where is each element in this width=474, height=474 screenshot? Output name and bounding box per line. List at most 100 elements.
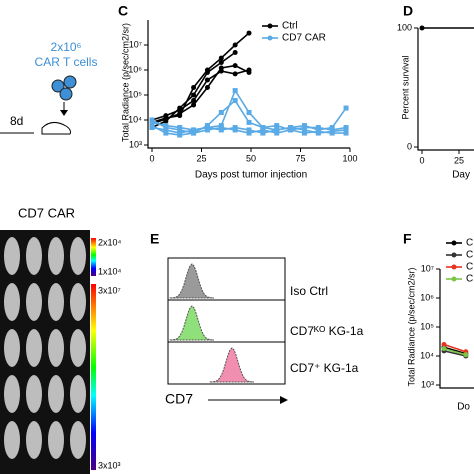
legend-label: CD <box>466 262 474 273</box>
point <box>204 69 210 75</box>
point <box>315 128 321 134</box>
y-tick-label: 10⁴ <box>128 114 142 124</box>
imaging-title: CD7 CAR <box>18 205 75 220</box>
mouse <box>26 329 42 367</box>
point <box>204 84 210 90</box>
y-tick-label: 10³ <box>421 379 434 389</box>
histogram <box>169 263 215 299</box>
dose: 2x10⁶ <box>51 40 82 54</box>
point <box>260 130 266 136</box>
x-tick-label: 0 <box>149 153 154 163</box>
point <box>232 42 238 48</box>
mouse <box>26 421 42 459</box>
point <box>163 116 169 122</box>
series-line <box>443 347 467 356</box>
point <box>246 30 252 36</box>
legend-marker <box>267 35 273 41</box>
point <box>177 107 183 113</box>
legend-marker <box>451 252 457 258</box>
histogram <box>169 305 215 341</box>
point <box>232 88 238 94</box>
point <box>246 127 252 133</box>
point <box>246 69 252 75</box>
series-line <box>443 343 467 353</box>
point <box>232 50 238 56</box>
y-axis-label: Total Radiance (p/sec/cm2/sr) <box>406 267 416 386</box>
y-axis-label: Total Radiance (p/sec/cm2/sr) <box>120 23 130 142</box>
point <box>218 125 224 131</box>
point <box>191 127 197 133</box>
mouse <box>4 329 20 367</box>
legend-label: CD <box>466 250 474 261</box>
y-tick-label: 10⁷ <box>421 263 434 273</box>
y-tick-label: 10⁵ <box>420 321 434 331</box>
point <box>260 127 266 133</box>
point <box>218 109 224 115</box>
point <box>441 346 447 352</box>
colorbar <box>91 284 96 470</box>
x-tick-label: 50 <box>246 153 256 163</box>
point <box>204 127 210 133</box>
point <box>329 130 335 136</box>
point <box>149 117 155 123</box>
mouse <box>48 283 64 321</box>
point <box>343 105 349 111</box>
y-tick-label: 10⁶ <box>420 292 434 302</box>
mouse <box>70 421 86 459</box>
axes <box>147 20 350 149</box>
series-line <box>443 350 467 357</box>
point <box>419 25 425 31</box>
mouse <box>48 237 64 275</box>
x-tick-label: 0 <box>419 155 424 165</box>
cells-icon <box>41 75 77 135</box>
x-axis-label: Days post tumor injection <box>195 170 307 181</box>
legend-marker <box>267 23 273 29</box>
point <box>463 352 469 358</box>
series-line <box>443 346 467 355</box>
point <box>218 59 224 65</box>
legend-marker <box>451 276 457 282</box>
panel-label: F <box>403 231 412 247</box>
point <box>232 71 238 77</box>
y-tick-label: 10⁷ <box>129 39 142 49</box>
point <box>329 127 335 133</box>
point <box>274 127 280 133</box>
y-tick-label: 10⁶ <box>128 64 142 74</box>
point <box>191 102 197 108</box>
mouse <box>48 375 64 413</box>
mouse <box>4 237 20 275</box>
mice <box>4 237 86 459</box>
sample-label: Iso Ctrl <box>290 284 328 298</box>
legend-marker <box>451 240 457 246</box>
x-axis-label: Do <box>457 402 470 413</box>
sample-label: CD7⁺ KG-1a <box>290 361 359 375</box>
point <box>177 132 183 138</box>
point <box>191 130 197 136</box>
legend-marker <box>451 264 457 270</box>
mouse <box>4 283 20 321</box>
x-tick-label: 75 <box>295 153 305 163</box>
cells-label: CAR T cells <box>35 55 98 69</box>
mouse <box>4 375 20 413</box>
scale-label: 1x10⁴ <box>98 266 122 276</box>
x-tick-label: 25 <box>196 153 206 163</box>
point <box>177 111 183 117</box>
mouse <box>48 421 64 459</box>
point <box>343 130 349 136</box>
y-tick-label: 10⁵ <box>128 89 142 99</box>
point <box>232 98 238 104</box>
sample-label: CD7ᴷᴼ KG-1a <box>290 324 364 338</box>
point <box>218 55 224 61</box>
point <box>301 130 307 136</box>
point <box>204 77 210 83</box>
mouse <box>70 237 86 275</box>
days-label: 8d <box>10 114 23 128</box>
point <box>288 127 294 133</box>
point <box>301 125 307 131</box>
mouse <box>70 375 86 413</box>
point <box>218 65 224 71</box>
y-axis-label: Percent survival <box>400 55 410 119</box>
point <box>274 130 280 136</box>
x-tick-label: 100 <box>342 153 357 163</box>
